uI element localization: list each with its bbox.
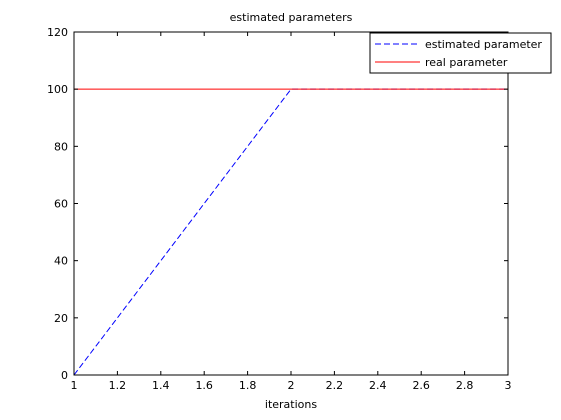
x-tick-label: 1 (71, 379, 78, 392)
chart-title: estimated parameters (230, 11, 353, 24)
y-tick-label: 0 (61, 369, 68, 382)
x-tick-label: 1.2 (109, 379, 127, 392)
plot-area (74, 32, 508, 375)
x-tick-label: 2.2 (326, 379, 344, 392)
x-tick-label: 2.4 (369, 379, 387, 392)
x-tick-label: 1.4 (152, 379, 170, 392)
y-tick-label: 120 (47, 26, 68, 39)
x-tick-label: 1.8 (239, 379, 257, 392)
y-tick-label: 100 (47, 83, 68, 96)
x-tick-label: 3 (505, 379, 512, 392)
x-tick-label: 2.8 (456, 379, 474, 392)
x-axis-label: iterations (265, 398, 317, 411)
x-tick-label: 2 (288, 379, 295, 392)
series-line-1 (73, 88, 508, 376)
y-tick-label: 20 (54, 312, 68, 325)
legend-box (369, 32, 552, 74)
legend-label-1: estimated parameter (425, 38, 542, 51)
y-tick-label: 40 (54, 255, 68, 268)
x-tick-label: 2.6 (412, 379, 430, 392)
legend: estimated parameter real parameter (369, 32, 552, 74)
y-tick-label: 60 (54, 198, 68, 211)
legend-label-2: real parameter (425, 56, 508, 69)
x-tick-label: 1.6 (195, 379, 213, 392)
y-tick-label: 80 (54, 140, 68, 153)
